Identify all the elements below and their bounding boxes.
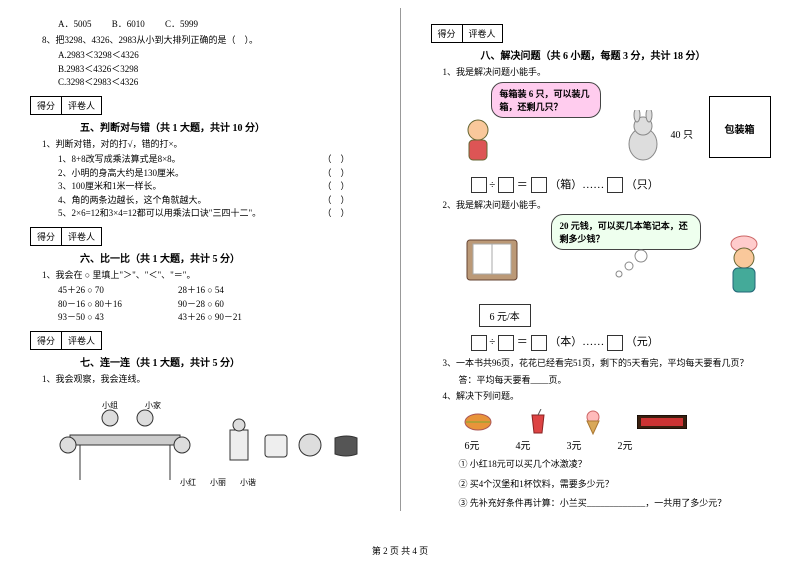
opt-c: C．5999 (165, 19, 198, 29)
q8-2: 2、我是解决问题小能手。 (443, 199, 771, 213)
q2-speech-bubble: 20 元钱，可以买几本笔记本，还剩多少钱？ (551, 214, 701, 250)
rabbit-toy-icon (621, 110, 665, 164)
svg-text:小组: 小组 (102, 400, 118, 410)
grader-label: 评卷人 (61, 96, 102, 115)
sec5-intro: 1、判断对错，对的打√，错的打×。 (42, 138, 370, 152)
right-column: 得分 评卷人 八、解决问题（共 6 小题，每题 3 分，共计 18 分） 1、我… (431, 18, 771, 511)
thought-bubble-icon (601, 248, 651, 278)
q1-speech-bubble: 每箱装 6 只，可以装几箱，还剩几只？ (491, 82, 601, 118)
observe-scene-icon: 小组 小家 小红 小丽 小谐 (50, 390, 360, 500)
sec5-item-5: 5、2×6=12和3×4=12都可以用乘法口诀"三四十二"。（ ） (58, 207, 370, 221)
left-column: A．5005 B．6010 C．5999 8、把3298、4326、2983从小… (30, 18, 370, 511)
section-5-title: 五、判断对与错（共 1 大题，共计 10 分） (80, 119, 370, 134)
sec6-row-3: 93－50 ○ 4343＋26 ○ 90－21 (58, 311, 370, 325)
sec5-item-2: 2、小明的身高大约是130厘米。（ ） (58, 167, 370, 181)
q8-opt-a: A.2983＜3298＜4326 (58, 49, 370, 63)
sec5-item-3: 3、100厘米和1米一样长。（ ） (58, 180, 370, 194)
svg-text:小家: 小家 (145, 400, 161, 410)
score-box-7: 得分 评卷人 (30, 331, 370, 350)
chef-girl-icon (721, 234, 767, 298)
q1-scene: 每箱装 6 只，可以装几箱，还剩几只？ 40 只 包装箱 (451, 82, 771, 170)
q8-3: 3、一本书共96页，花花已经看完51页，剩下的5天看完，平均每天要看几页？ (443, 357, 771, 371)
package-box: 包装箱 (709, 96, 771, 158)
q8: 8、把3298、4326、2983从小到大排列正确的是（ ）。 (42, 34, 370, 48)
girl-icon (459, 118, 497, 168)
svg-text:小谐: 小谐 (240, 477, 256, 487)
score-box-6: 得分 评卷人 (30, 227, 370, 246)
q3-answer: 答：平均每天要看____页。 (459, 374, 771, 388)
q4-item-1: ① 小红18元可以买几个冰激凌？ (459, 458, 771, 472)
sec6-intro: 1、我会在 ○ 里填上"＞"、"＜"、"＝"。 (42, 269, 370, 283)
score-box-8: 得分 评卷人 (431, 24, 771, 43)
q4-item-2: ② 买4个汉堡和1杯饮料，需要多少元？ (459, 478, 771, 492)
opt-b: B．6010 (112, 19, 145, 29)
q8-opt-b: B.2983＜4326＜3298 (58, 63, 370, 77)
q1-expression: ÷ ＝ （箱）…… （只） (471, 176, 771, 193)
q7-options: A．5005 B．6010 C．5999 (58, 18, 370, 32)
svg-text:小丽: 小丽 (210, 478, 226, 487)
sec6-row-2: 80－16 ○ 80＋1690－28 ○ 60 (58, 298, 370, 312)
sec5-item-4: 4、角的两条边越长，这个角就越大。（ ） (58, 194, 370, 208)
page-footer: 第 2 页 共 4 页 (0, 544, 800, 557)
drink-icon (527, 409, 549, 435)
q8-1: 1、我是解决问题小能手。 (443, 66, 771, 80)
opt-a: A．5005 (58, 19, 92, 29)
q1-count: 40 只 (671, 126, 694, 141)
burger-icon (463, 411, 493, 433)
section-8-title: 八、解决问题（共 6 小题，每题 3 分，共计 18 分） (481, 47, 771, 62)
svg-text:小红: 小红 (180, 477, 196, 487)
section-6-title: 六、比一比（共 1 大题，共计 5 分） (80, 250, 370, 265)
chocolate-bar-icon (637, 415, 687, 429)
q4-prices: 6元 4元 3元 2元 (465, 437, 771, 452)
section-7-title: 七、连一连（共 1 大题，共计 5 分） (80, 354, 370, 369)
sec7-intro: 1、我会观察，我会连线。 (42, 373, 370, 387)
q2-scene: 20 元钱，可以买几本笔记本，还剩多少钱？ (451, 214, 771, 304)
column-divider (400, 8, 401, 511)
q8-opt-c: C.3298＜2983＜4326 (58, 76, 370, 90)
sec6-row-1: 45＋26 ○ 7028＋16 ○ 54 (58, 284, 370, 298)
score-label: 得分 (30, 96, 62, 115)
score-box-5: 得分 评卷人 (30, 96, 370, 115)
sec7-picture: 小组 小家 小红 小丽 小谐 (50, 390, 370, 500)
sec5-item-1: 1、8+8改写成乘法算式是8×8。（ ） (58, 153, 370, 167)
q8-4: 4、解决下列问题。 (443, 390, 771, 404)
icecream-icon (583, 409, 603, 435)
q4-item-3: ③ 先补充好条件再计算：小兰买_____________，一共用了多少元？ (459, 497, 771, 511)
q2-price: 6 元/本 (479, 304, 531, 327)
q2-expression: ÷ ＝ （本）…… （元） (471, 333, 771, 350)
notebook-icon (461, 234, 525, 288)
q4-items (463, 409, 771, 435)
